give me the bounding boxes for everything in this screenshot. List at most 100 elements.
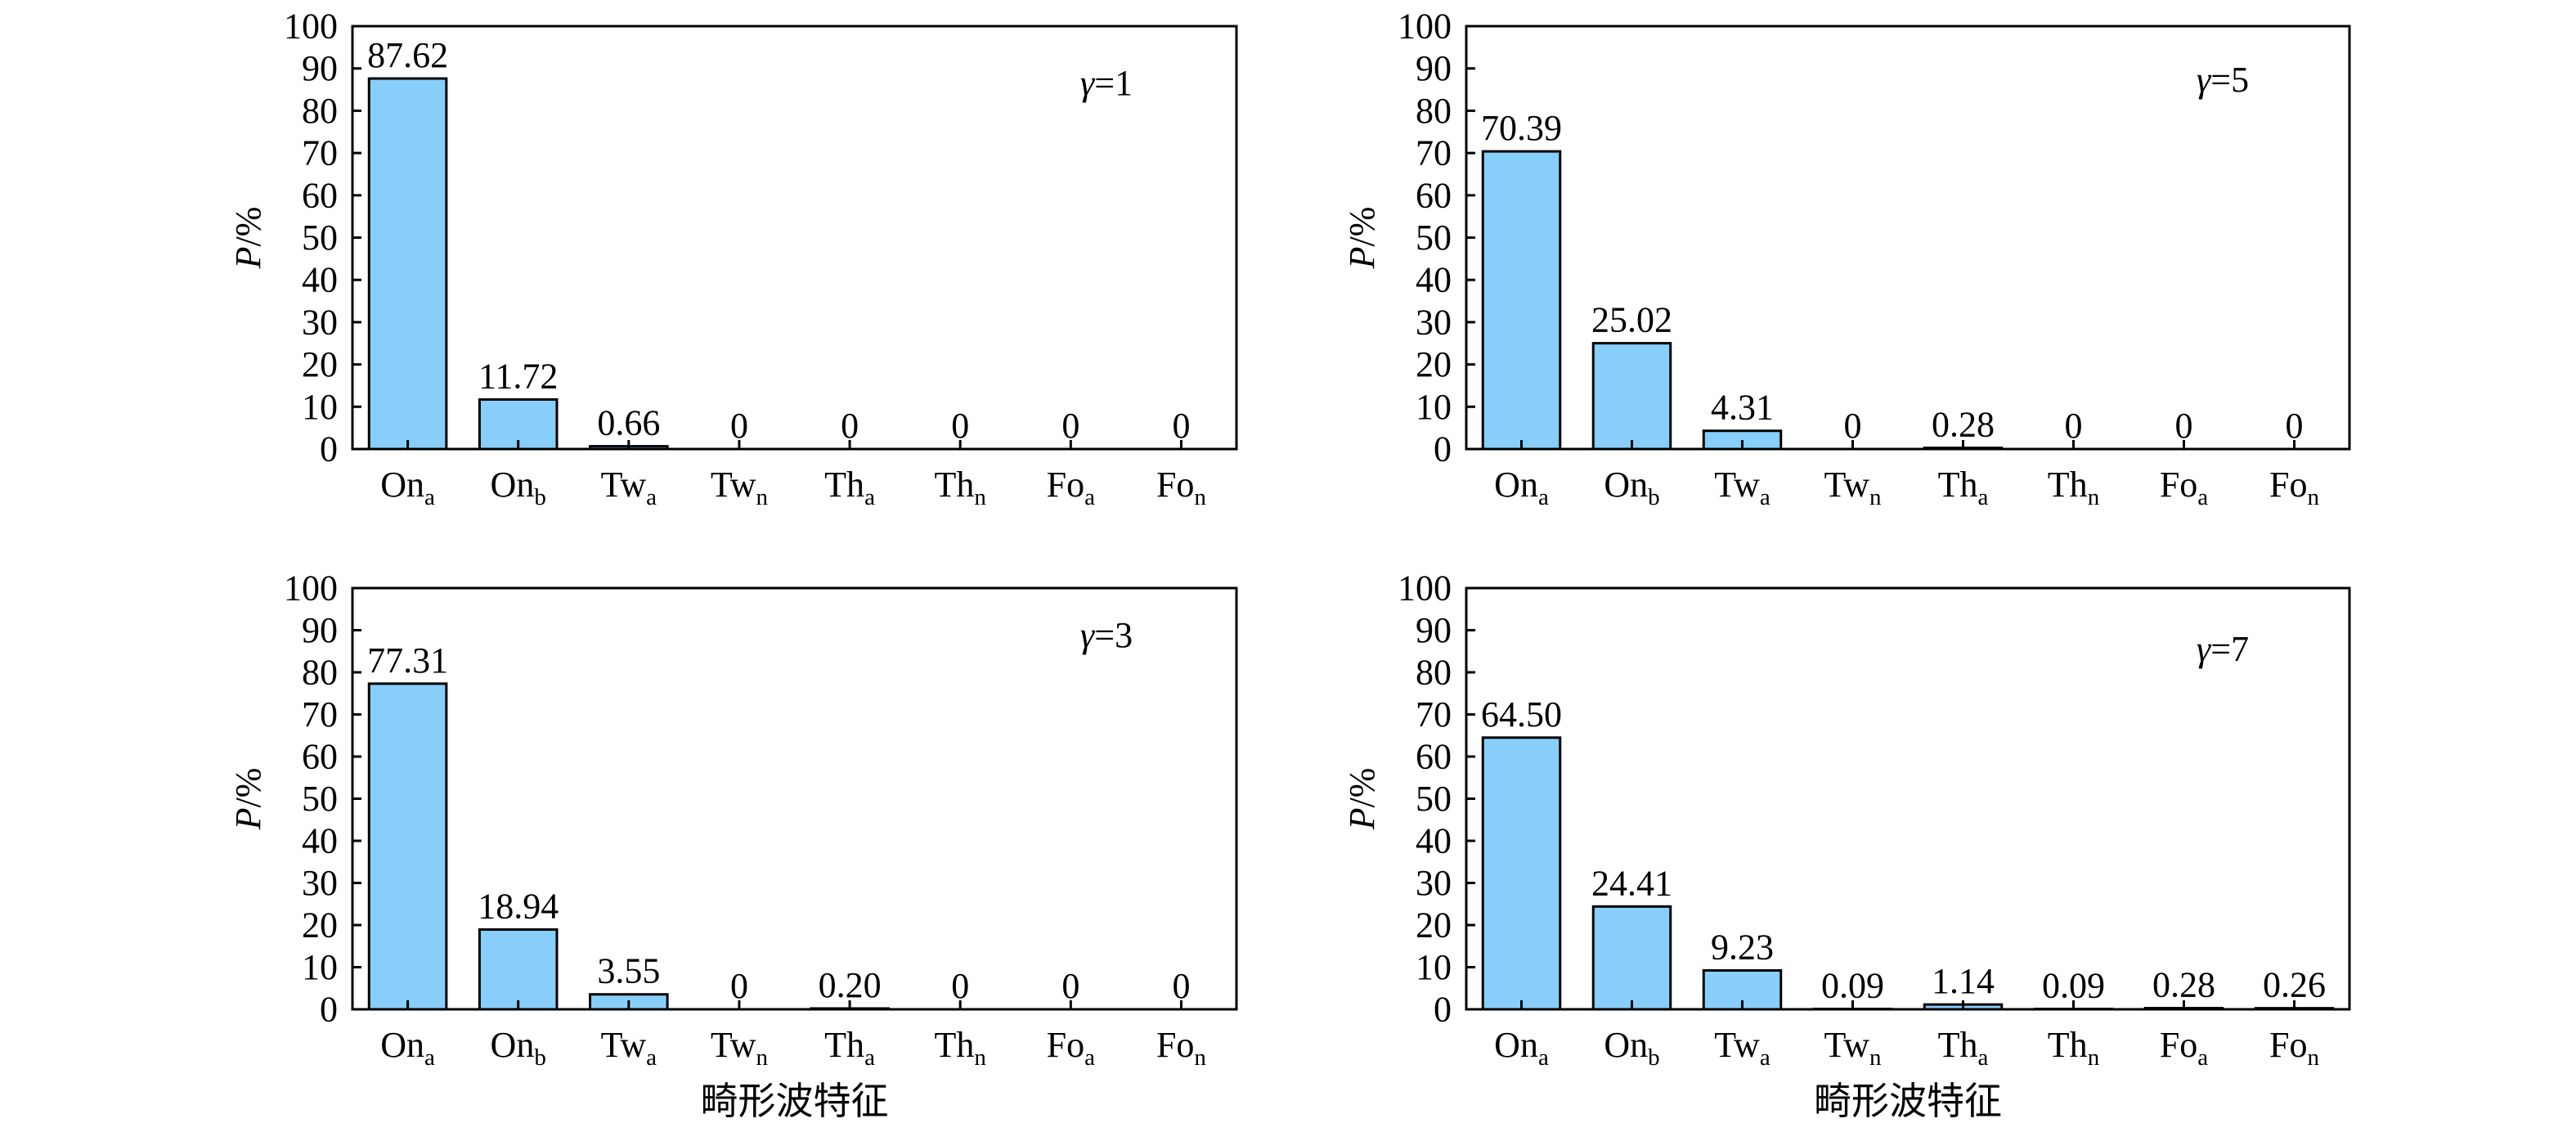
x-tick-label: Fon (2269, 1025, 2319, 1071)
y-tick-label: 10 (302, 387, 338, 427)
gamma-annotation: γ=1 (1080, 63, 1133, 103)
y-axis-label: P/% (228, 768, 268, 831)
x-tick-label-base: Fo (2160, 465, 2197, 505)
y-tick-label: 60 (302, 737, 338, 777)
y-tick-label: 90 (302, 610, 338, 650)
gamma-symbol: γ (2197, 629, 2212, 669)
y-tick-label: 60 (1416, 175, 1452, 215)
x-tick-label: Twa (601, 1025, 657, 1071)
x-tick-label-base: Fo (2269, 465, 2307, 505)
gamma-symbol: γ (2197, 60, 2212, 100)
y-tick-label: 70 (1416, 133, 1452, 173)
gamma-value: =3 (1094, 615, 1133, 655)
x-tick-label-subscript: a (646, 1044, 657, 1071)
x-tick-label-subscript: n (2088, 1044, 2100, 1071)
x-tick-label: Tha (1938, 465, 1989, 510)
data-label: 0 (1844, 406, 1862, 446)
x-tick-label-base: Fo (1156, 1025, 1194, 1065)
y-axis-label-unit: /% (1342, 207, 1382, 247)
gamma-annotation: γ=3 (1080, 615, 1133, 655)
x-tick-label-base: Fo (1156, 465, 1194, 505)
data-label: 0 (951, 406, 969, 446)
chart-panel-4: 64.50 24.41 9.23 0.09 1.14 0.09 0.28 0.26 010203… (1342, 568, 2351, 1123)
data-label: 1.14 (1932, 961, 1995, 1001)
y-tick-label: 80 (1416, 91, 1452, 131)
data-label: 0 (1061, 406, 1079, 446)
y-tick-label: 80 (1416, 653, 1452, 693)
y-axis-label-unit: /% (228, 768, 268, 808)
y-tick-label: 30 (1416, 863, 1452, 903)
x-axis-label: 畸形波特征 (701, 1079, 889, 1123)
x-tick-label: Twa (1714, 465, 1770, 510)
x-tick-label: Fon (1156, 465, 1206, 510)
x-tick-label-subscript: a (864, 1044, 875, 1071)
y-tick-label: 70 (1416, 694, 1452, 734)
data-label: 0.66 (597, 403, 660, 443)
y-axis-label: P/% (228, 207, 268, 270)
x-tick-label-base: Tw (711, 1025, 756, 1065)
x-tick-label-subscript: n (2307, 1044, 2319, 1071)
data-label: 3.55 (597, 951, 660, 991)
x-tick-label: Foa (1047, 1025, 1095, 1071)
data-label: 64.50 (1481, 694, 1562, 734)
y-tick-label: 50 (302, 779, 338, 819)
x-tick-label: Ona (1494, 1025, 1549, 1071)
x-tick-label: Twn (711, 1025, 769, 1071)
x-tick-label-base: On (1494, 1025, 1538, 1065)
data-label: 24.41 (1591, 863, 1672, 903)
y-tick-label: 60 (1416, 737, 1452, 777)
y-tick-label: 100 (284, 568, 338, 609)
data-label: 0 (730, 406, 748, 446)
x-tick-label-subscript: a (1538, 1044, 1549, 1071)
x-tick-label-subscript: a (1084, 484, 1095, 510)
x-tick-label-subscript: b (534, 1044, 546, 1071)
y-tick-label: 90 (1416, 610, 1452, 650)
x-tick-label: Foa (2160, 465, 2208, 510)
gamma-annotation: γ=7 (2197, 629, 2249, 669)
x-tick-label-subscript: n (1194, 1044, 1206, 1071)
data-label: 0.28 (2152, 965, 2215, 1005)
gamma-value: =7 (2210, 629, 2249, 669)
data-label: 9.23 (1711, 927, 1774, 967)
x-tick-label: Ona (380, 465, 435, 510)
data-label: 0 (2175, 406, 2193, 446)
x-tick-label: Twa (601, 465, 657, 510)
x-tick-label-base: Th (1938, 1025, 1978, 1065)
x-tick-label-subscript: b (534, 484, 546, 510)
y-tick-label: 60 (302, 175, 338, 215)
y-tick-label: 0 (320, 990, 338, 1030)
data-label: 0 (1061, 966, 1079, 1006)
x-tick-label-base: Th (934, 1025, 974, 1065)
x-tick-label: Ona (380, 1025, 435, 1071)
x-tick-label-subscript: n (1194, 484, 1206, 510)
x-tick-label-base: Tw (1824, 465, 1869, 505)
y-axis-label-unit: /% (1342, 768, 1382, 808)
x-tick-label-base: Tw (601, 1025, 647, 1065)
x-tick-label-subscript: a (2197, 484, 2208, 510)
x-tick-label: Foa (1047, 465, 1095, 510)
x-tick-label-base: Fo (2269, 1025, 2307, 1065)
x-tick-label-subscript: a (424, 484, 435, 510)
x-tick-label: Tha (824, 1025, 875, 1071)
y-tick-label: 90 (1416, 48, 1452, 88)
x-tick-label: Thn (2048, 1025, 2100, 1071)
y-tick-label: 30 (302, 863, 338, 903)
x-tick-label-base: Tw (1714, 465, 1760, 505)
x-tick-label-subscript: a (2197, 1044, 2208, 1071)
y-tick-label: 20 (302, 905, 338, 946)
y-tick-label: 80 (302, 653, 338, 693)
x-tick-label-base: Tw (601, 465, 647, 505)
x-tick-label: Onb (1604, 1025, 1659, 1071)
x-tick-label: Thn (934, 465, 986, 510)
y-tick-label: 70 (302, 694, 338, 734)
x-tick-label-subscript: n (1869, 484, 1882, 510)
x-tick-label-base: Fo (2160, 1025, 2197, 1065)
x-tick-label-base: On (491, 1025, 535, 1065)
y-axis-label-variable: P (228, 808, 268, 831)
y-tick-label: 80 (302, 91, 338, 131)
x-tick-label-subscript: n (756, 1044, 768, 1071)
y-tick-label: 40 (1416, 260, 1452, 300)
